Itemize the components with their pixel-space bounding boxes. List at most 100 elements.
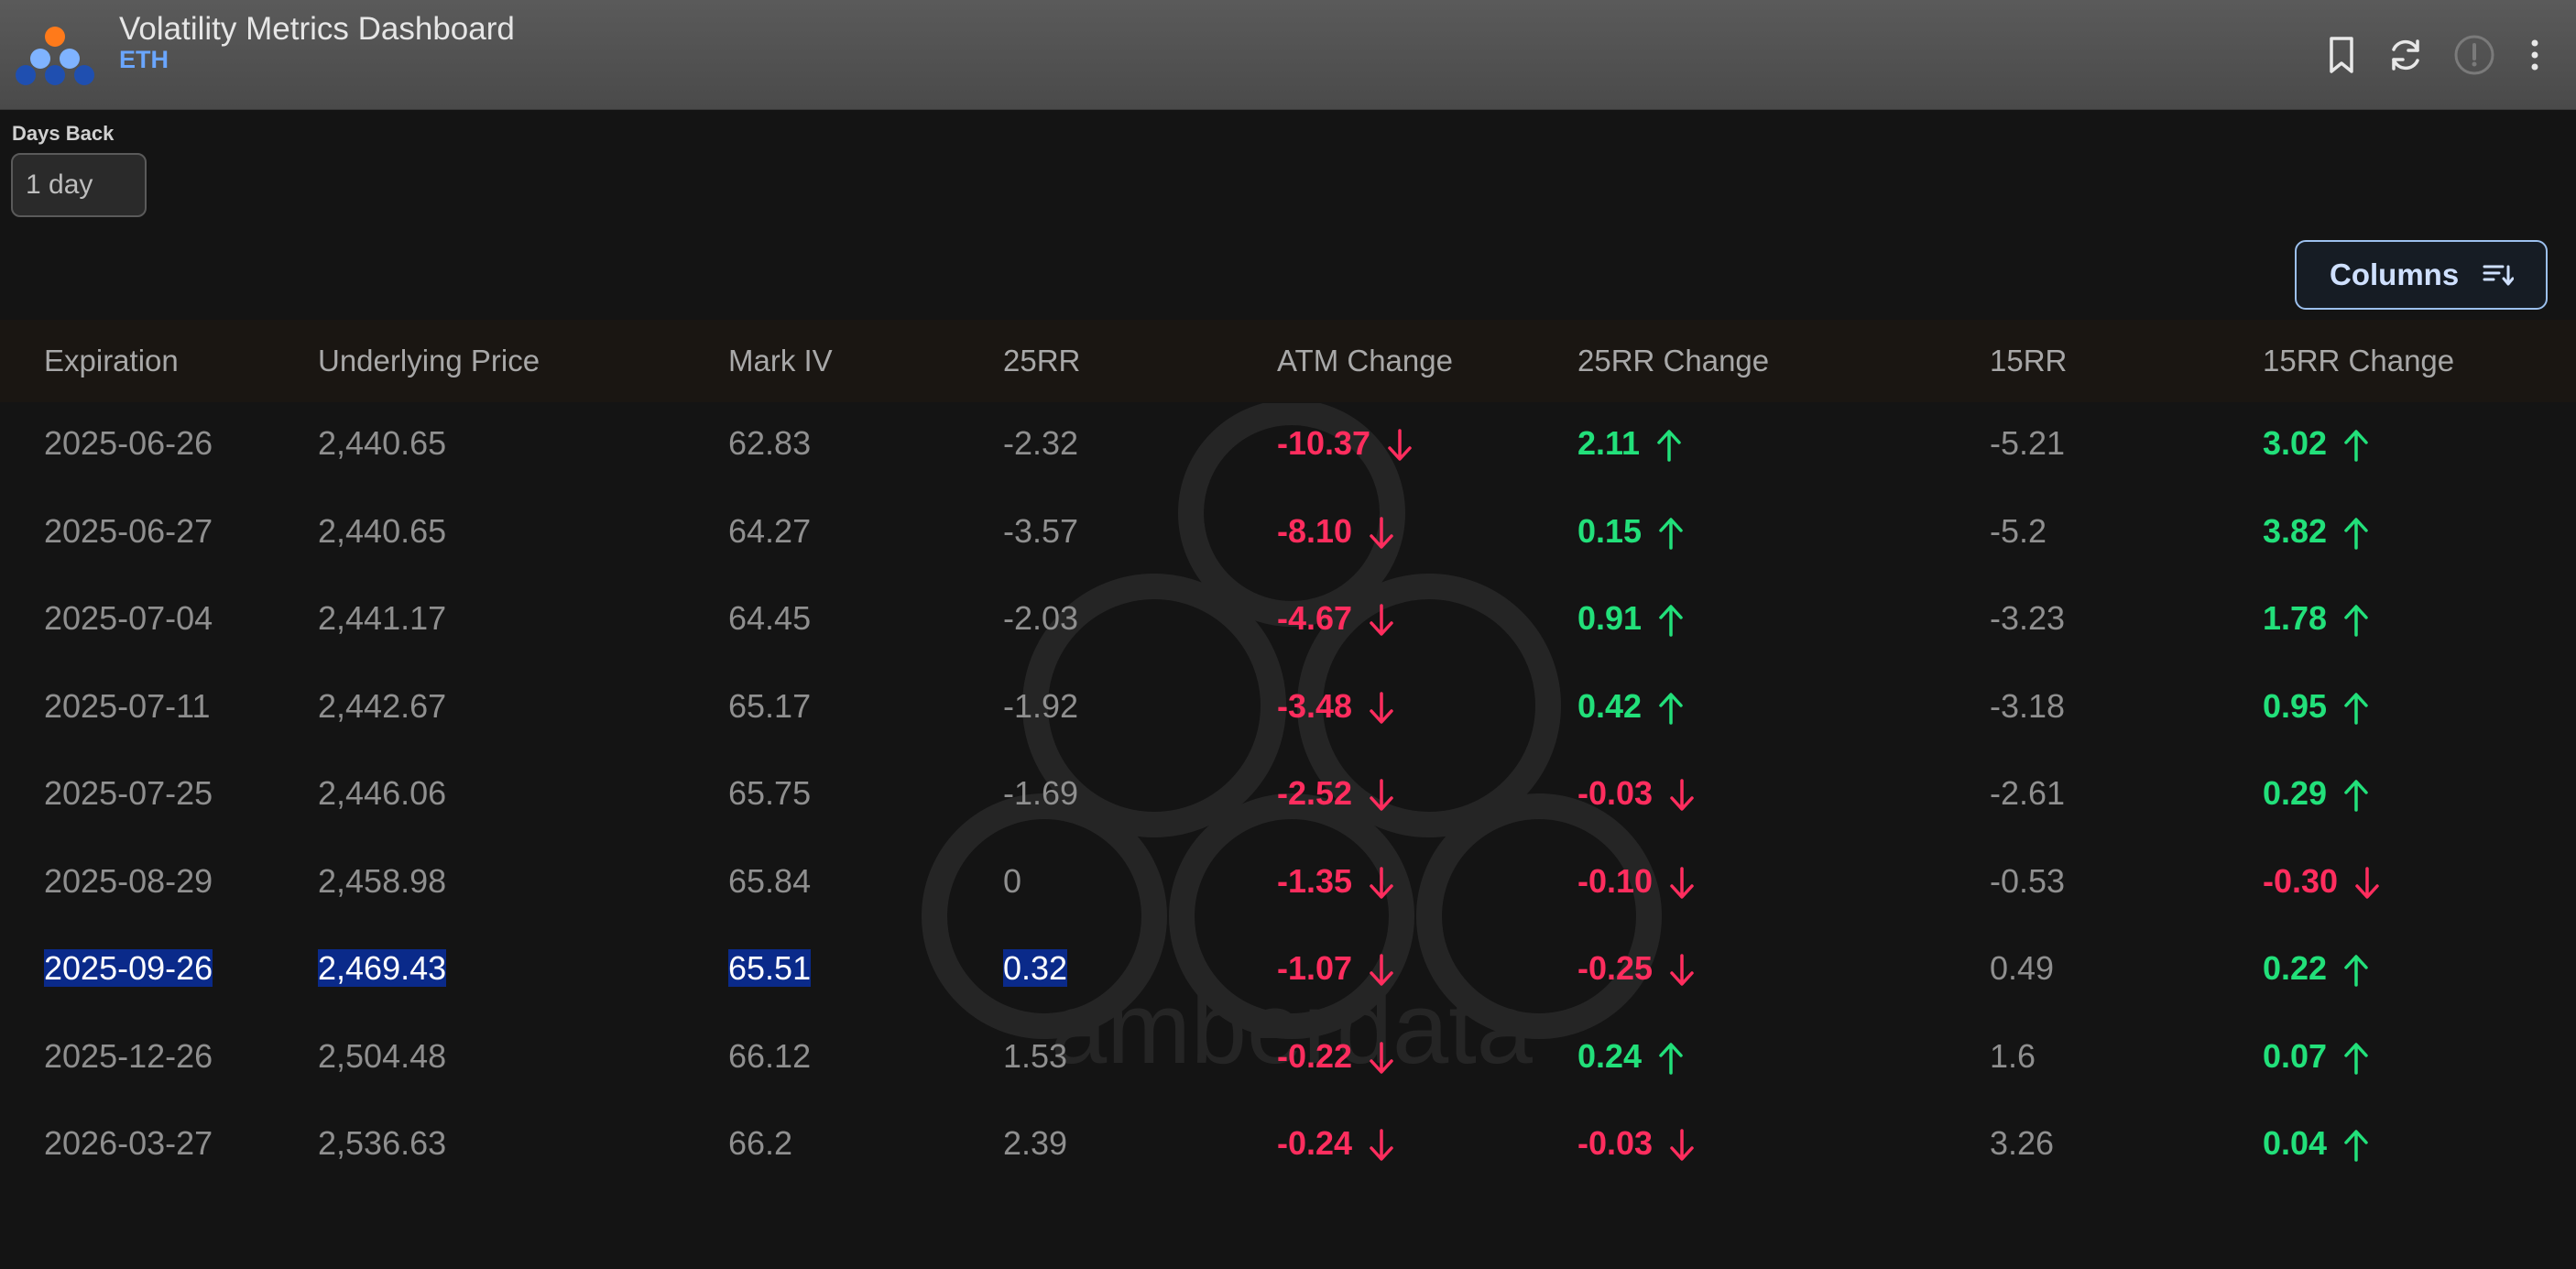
- col-expiration[interactable]: Expiration: [44, 344, 179, 377]
- rr25-value-cell: -2.32: [1003, 424, 1078, 463]
- mark-iv-value-cell: 65.84: [728, 862, 811, 901]
- more-options-icon[interactable]: [2521, 31, 2549, 79]
- table-row[interactable]: 2025-09-26 2,469.43 65.51 0.32 -1.07 -0.25 0.4…: [0, 927, 2576, 1015]
- arrow-down-icon: [1388, 429, 1412, 462]
- mark-iv-value: 62.83: [728, 424, 812, 462]
- expiration-value-cell: 2025-06-27: [44, 512, 213, 551]
- expiration-value: 2026-03-27: [44, 1124, 213, 1162]
- atm-change-value-cell: -8.10: [1277, 512, 1396, 552]
- rr25-value: -1.92: [1003, 686, 1079, 725]
- rr15-value-cell: -0.53: [1990, 862, 2065, 901]
- rr15-value: -5.2: [1990, 511, 2047, 550]
- rr15-change-value: 3.82: [2263, 511, 2328, 550]
- arrow-up-icon: [2344, 955, 2368, 988]
- volatility-table: Expiration Underlying Price Mark IV 25RR…: [0, 320, 2576, 1190]
- atm-change-value-cell: -1.35: [1277, 862, 1396, 902]
- table-row[interactable]: 2025-12-26 2,504.48 66.12 1.53 -0.22 0.24 1.6 0…: [0, 1015, 2576, 1103]
- refresh-icon[interactable]: [2382, 31, 2429, 79]
- rr15-value-cell: -3.18: [1990, 687, 2065, 726]
- expiration-value-cell: 2025-06-26: [44, 424, 213, 463]
- col-15rr-change[interactable]: 15RR Change: [2263, 344, 2455, 377]
- col-underlying-price[interactable]: Underlying Price: [318, 344, 540, 377]
- rr25-change-value: -0.25: [1577, 949, 1654, 987]
- rr15-value-cell: -3.23: [1990, 599, 2065, 638]
- arrow-down-icon: [1370, 604, 1393, 637]
- col-mark-iv[interactable]: Mark IV: [728, 344, 833, 377]
- amberdata-logo-icon: [16, 27, 94, 85]
- rr25-change-value-cell: 0.15: [1577, 512, 1686, 552]
- col-15rr[interactable]: 15RR: [1990, 344, 2068, 377]
- underlying-price-value: 2,440.65: [318, 511, 447, 550]
- expiration-value: 2025-09-26: [44, 949, 213, 987]
- rr15-change-value-cell: 0.95: [2263, 687, 2371, 727]
- underlying-price-value: 2,458.98: [318, 861, 447, 900]
- expiration-value: 2025-12-26: [44, 1036, 213, 1075]
- expiration-value: 2025-07-25: [44, 774, 213, 812]
- days-back-select[interactable]: 1 day: [11, 153, 147, 217]
- rr15-value: -3.18: [1990, 686, 2066, 725]
- rr25-value-cell: -2.03: [1003, 599, 1078, 638]
- mark-iv-value: 65.17: [728, 686, 812, 725]
- bookmark-icon[interactable]: [2318, 31, 2365, 79]
- rr25-value-cell: 0.32: [1003, 949, 1068, 988]
- underlying-price-value-cell: 2,440.65: [318, 512, 446, 551]
- table-body: 2025-06-26 2,440.65 62.83 -2.32 -10.37 2.11 -5…: [0, 402, 2576, 1190]
- arrow-down-icon: [1370, 1042, 1393, 1074]
- rr25-change-value: -0.10: [1577, 861, 1654, 900]
- rr15-value: -0.53: [1990, 861, 2066, 900]
- atm-change-value-cell: -0.22: [1277, 1037, 1396, 1077]
- col-25rr[interactable]: 25RR: [1003, 344, 1081, 377]
- atm-change-value: -0.22: [1277, 1036, 1353, 1075]
- rr25-change-value: -0.03: [1577, 1124, 1654, 1162]
- rr25-change-value-cell: 0.91: [1577, 599, 1686, 639]
- rr25-value-cell: 0: [1003, 862, 1021, 901]
- table-row[interactable]: 2025-08-29 2,458.98 65.84 0 -1.35 -0.10 -0.53 -…: [0, 840, 2576, 928]
- rr25-change-value: 0.24: [1577, 1036, 1643, 1075]
- atm-change-value: -10.37: [1277, 424, 1371, 462]
- columns-button[interactable]: Columns: [2295, 240, 2548, 310]
- mark-iv-value: 65.75: [728, 774, 812, 812]
- rr25-value: -2.32: [1003, 424, 1079, 462]
- sort-list-icon: [2483, 265, 2515, 286]
- table-row[interactable]: 2025-06-27 2,440.65 64.27 -3.57 -8.10 0.15 -5.…: [0, 490, 2576, 578]
- mark-iv-value: 64.27: [728, 511, 812, 550]
- underlying-price-value-cell: 2,441.17: [318, 599, 446, 638]
- rr15-value-cell: 3.26: [1990, 1124, 2054, 1163]
- col-atm-change[interactable]: ATM Change: [1277, 344, 1453, 377]
- arrow-down-icon: [1670, 867, 1694, 899]
- underlying-price-value: 2,440.65: [318, 424, 447, 462]
- rr25-change-value: 0.42: [1577, 686, 1643, 725]
- rr25-value: 0: [1003, 861, 1022, 900]
- mark-iv-value-cell: 65.51: [728, 949, 812, 988]
- mark-iv-value: 64.45: [728, 599, 812, 637]
- arrow-up-icon: [2344, 430, 2368, 463]
- underlying-price-value-cell: 2,469.43: [318, 949, 447, 988]
- mark-iv-value-cell: 64.27: [728, 512, 811, 551]
- table-header: Expiration Underlying Price Mark IV 25RR…: [0, 320, 2576, 402]
- atm-change-value: -0.24: [1277, 1124, 1353, 1162]
- rr25-value: -2.03: [1003, 599, 1079, 637]
- table-row[interactable]: 2025-07-04 2,441.17 64.45 -2.03 -4.67 0.91 -3.…: [0, 577, 2576, 665]
- expiration-value: 2025-06-26: [44, 424, 213, 462]
- rr15-change-value: 1.78: [2263, 599, 2328, 637]
- atm-change-value-cell: -1.07: [1277, 949, 1396, 989]
- mark-iv-value: 66.12: [728, 1036, 812, 1075]
- atm-change-value-cell: -10.37: [1277, 424, 1414, 464]
- rr15-value-cell: -2.61: [1990, 774, 2065, 813]
- rr15-change-value-cell: 3.82: [2263, 512, 2371, 552]
- rr15-change-value-cell: 1.78: [2263, 599, 2371, 639]
- table-row[interactable]: 2025-07-11 2,442.67 65.17 -1.92 -3.48 0.42 -3.…: [0, 665, 2576, 753]
- table-row[interactable]: 2026-03-27 2,536.63 66.2 2.39 -0.24 -0.03 3.26…: [0, 1102, 2576, 1190]
- arrow-down-icon: [1370, 954, 1393, 987]
- rr25-change-value-cell: 0.24: [1577, 1037, 1686, 1077]
- rr15-change-value: 0.22: [2263, 949, 2328, 987]
- expiration-value-cell: 2025-07-04: [44, 599, 213, 638]
- rr25-change-value: 0.15: [1577, 511, 1643, 550]
- underlying-price-value-cell: 2,442.67: [318, 687, 446, 726]
- col-25rr-change[interactable]: 25RR Change: [1577, 344, 1770, 377]
- mark-iv-value: 65.84: [728, 861, 812, 900]
- table-row[interactable]: 2025-07-25 2,446.06 65.75 -1.69 -2.52 -0.03 -2…: [0, 752, 2576, 840]
- alert-icon[interactable]: [2450, 31, 2498, 79]
- rr15-value-cell: 1.6: [1990, 1037, 2036, 1076]
- table-row[interactable]: 2025-06-26 2,440.65 62.83 -2.32 -10.37 2.11 -5…: [0, 402, 2576, 490]
